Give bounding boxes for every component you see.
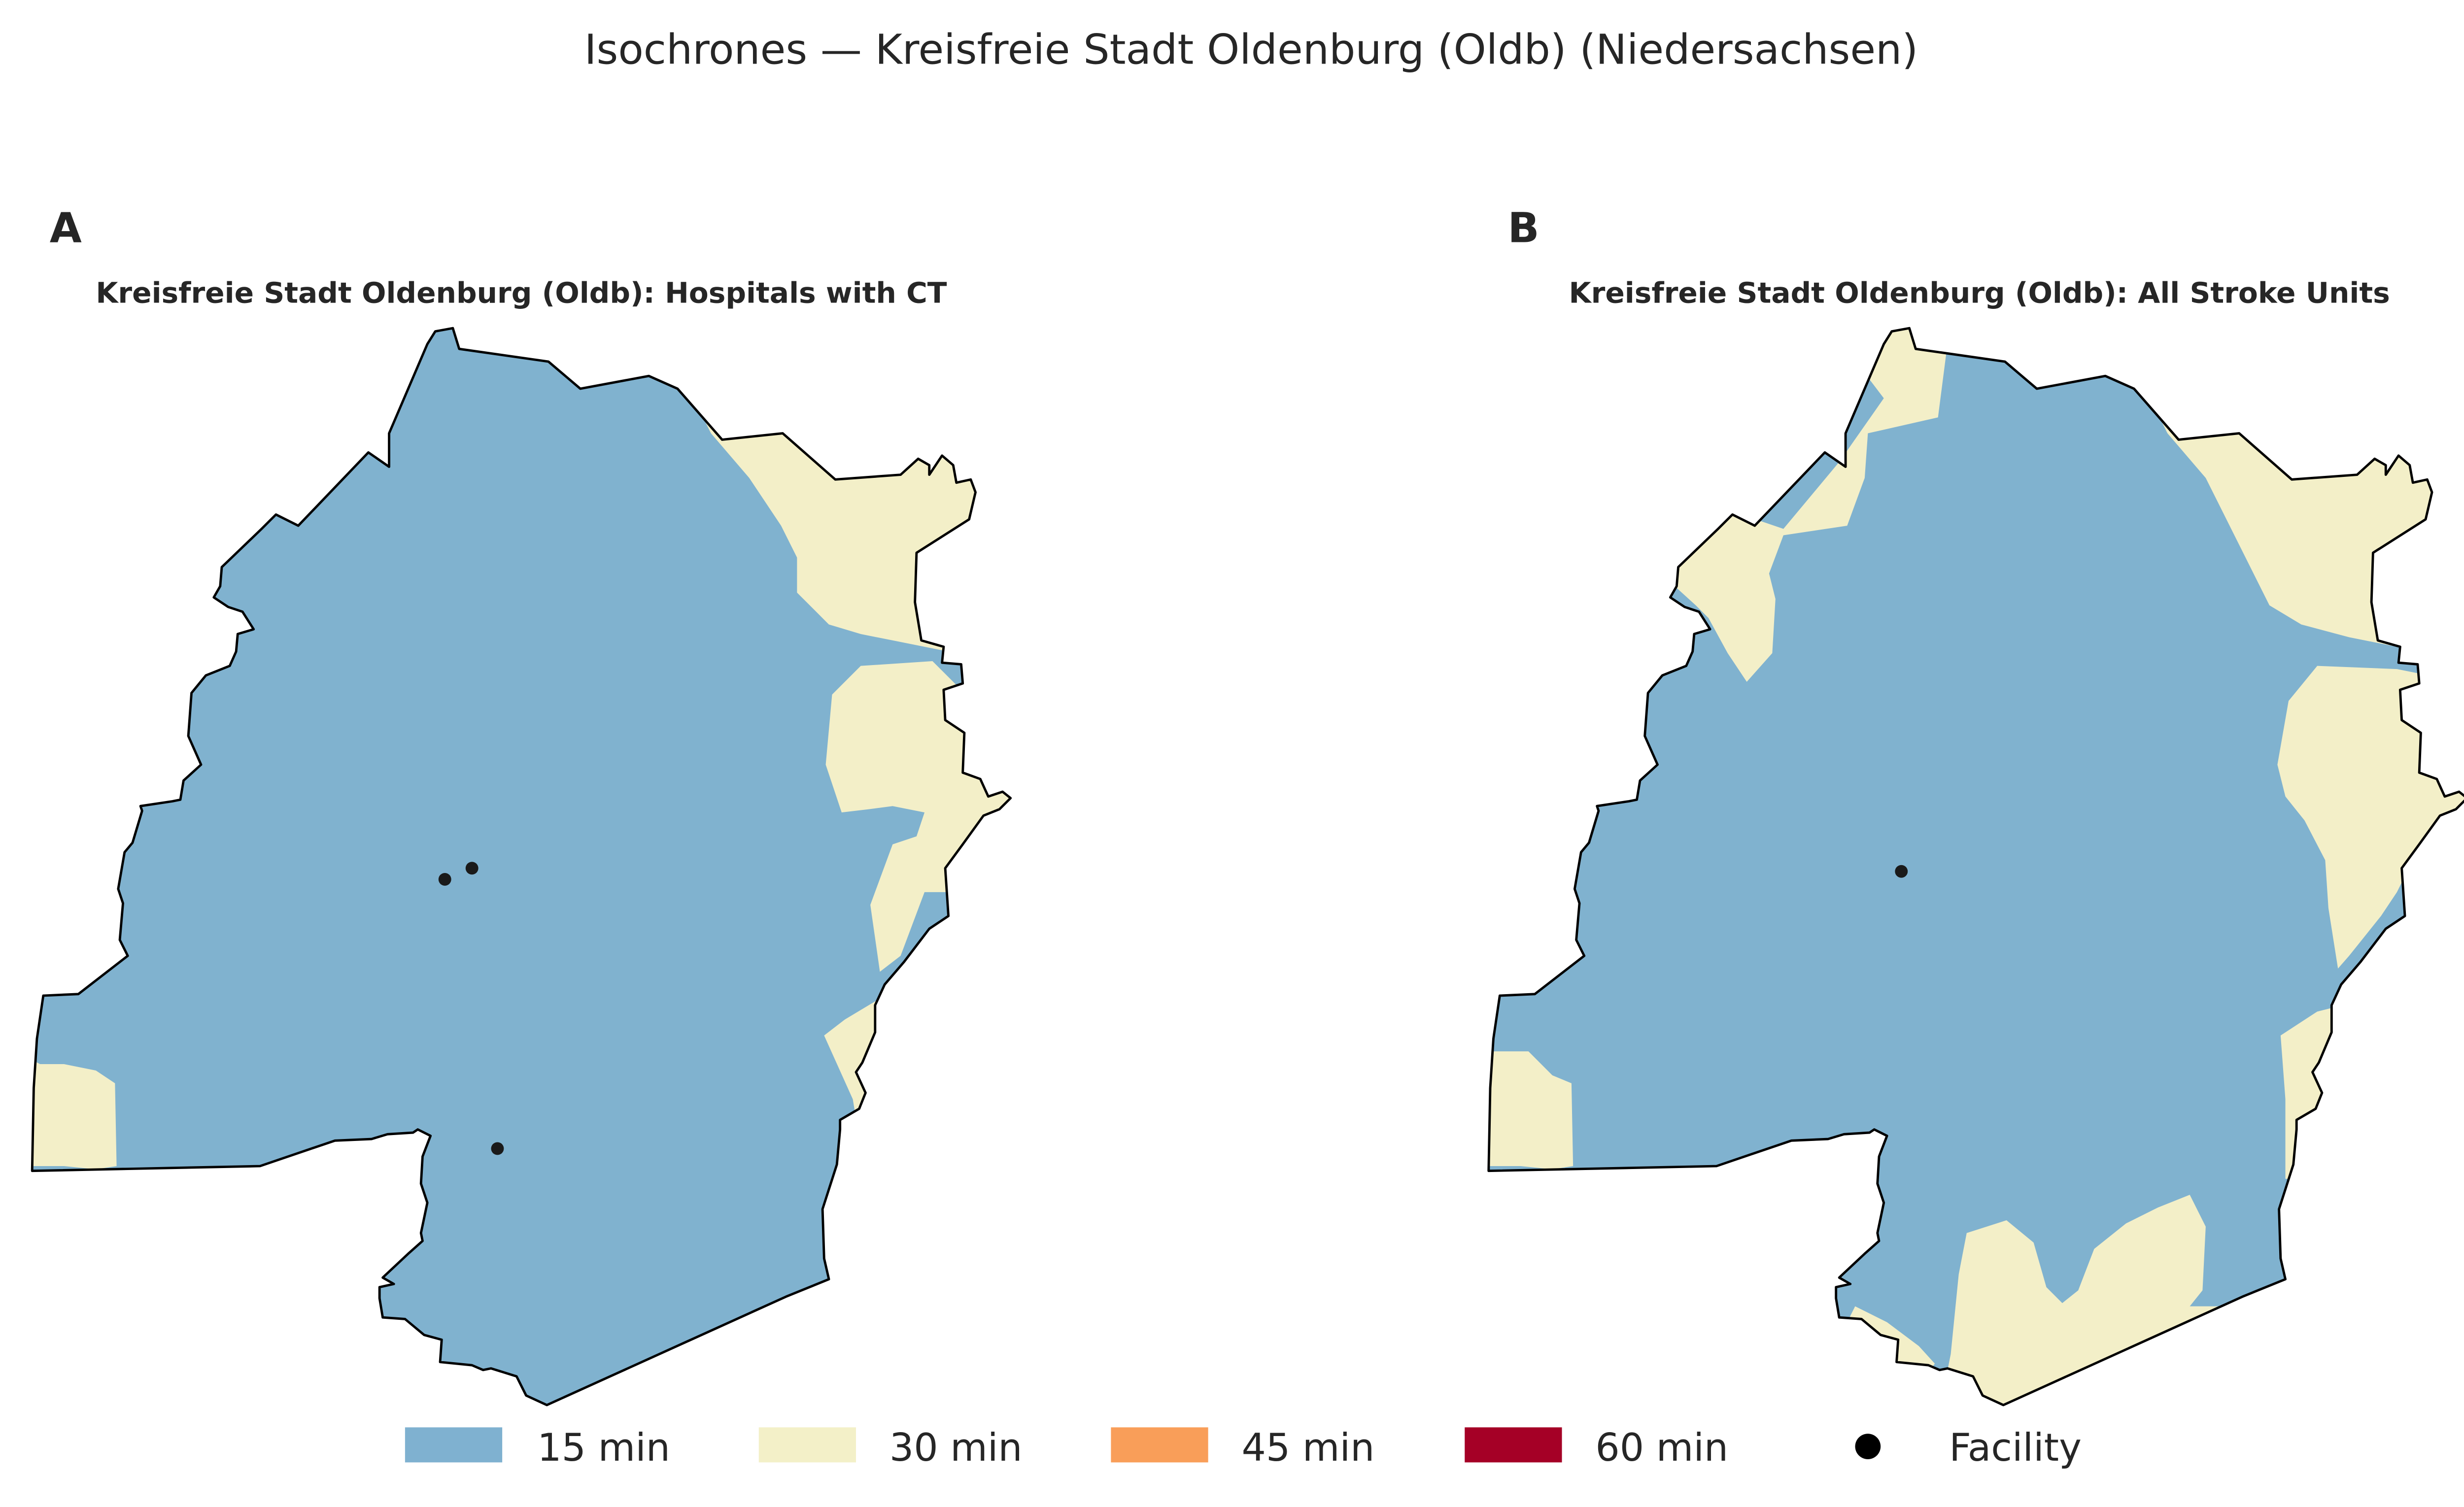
legend-label-30min: 30 min — [890, 1426, 1023, 1470]
isochrone-30min-southeast-b — [2280, 1004, 2349, 1179]
isochrone-30min-north-b — [1660, 328, 1951, 682]
figure-title: Isochrones — Kreisfreie Stadt Oldenburg … — [584, 25, 1918, 73]
legend-label-15min: 15 min — [537, 1426, 670, 1470]
panel-a-title: Kreisfreie Stadt Oldenburg (Oldb): Hospi… — [96, 276, 947, 309]
isochrone-30min-southwest-a — [32, 1051, 117, 1171]
facility-marker — [438, 873, 451, 886]
legend-swatch-60min — [1465, 1427, 1562, 1463]
legend-label-60min: 60 min — [1595, 1426, 1728, 1470]
legend-label-facility: Facility — [1949, 1426, 2082, 1470]
panel-a-letter: A — [50, 204, 82, 252]
legend-swatch-45min — [1111, 1427, 1208, 1463]
facility-marker — [465, 862, 479, 875]
map-a — [16, 328, 1020, 1405]
isochrone-30min-southwest-b — [1488, 1051, 1574, 1171]
legend-label-45min: 45 min — [1242, 1426, 1375, 1470]
panel-b-letter: B — [1508, 204, 1540, 252]
facility-marker — [491, 1142, 504, 1155]
legend-swatch-30min — [758, 1427, 856, 1463]
facility-marker — [1895, 865, 1908, 878]
legend-swatch-15min — [405, 1427, 503, 1463]
panel-b: B Kreisfreie Stadt Oldenburg (Oldb): All… — [1472, 204, 2464, 1434]
panel-b-title: Kreisfreie Stadt Oldenburg (Oldb): All S… — [1569, 276, 2390, 309]
map-b — [1472, 319, 2464, 1434]
legend: 15 min 30 min 45 min 60 min Facility — [405, 1426, 2082, 1470]
legend-facility-marker — [1855, 1434, 1881, 1459]
panel-a: A Kreisfreie Stadt Oldenburg (Oldb): Hos… — [16, 204, 1020, 1406]
